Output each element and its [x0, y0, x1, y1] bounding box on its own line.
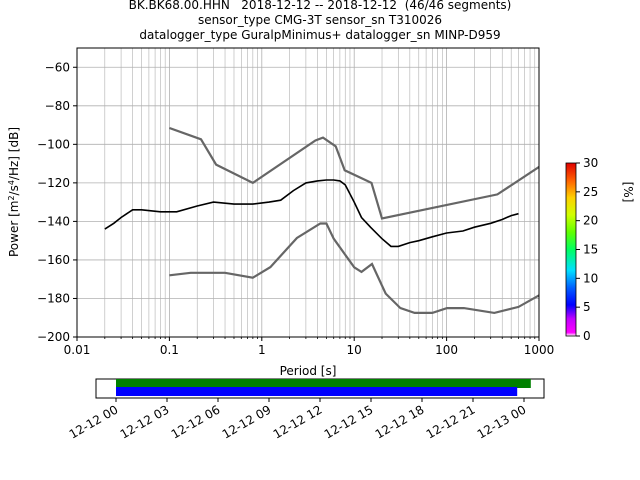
time-tick-label: 12-12 09 — [220, 402, 274, 441]
median-curve — [104, 179, 519, 248]
time-tick-label: 12-12 00 — [67, 402, 121, 441]
colorbar-tick-label: 15 — [583, 243, 598, 257]
colorbar-ticks: 0 5 10 15 20 25 30 — [576, 156, 598, 343]
coverage-bar — [116, 387, 518, 396]
x-tick-label: 10 — [347, 343, 362, 357]
low-noise-model-line — [169, 222, 539, 315]
x-axis: 0.01 0.1 1 10 100 1000 — [64, 337, 555, 357]
colorbar-tick-label: 10 — [583, 271, 598, 285]
colorbar-label: [%] — [621, 182, 635, 203]
colorbar-tick-label: 0 — [583, 329, 591, 343]
y-tick-label: −120 — [37, 176, 70, 190]
high-noise-model-line — [169, 126, 539, 220]
time-tick-label: 12-12 18 — [373, 402, 427, 441]
time-tick-label: 12-12 21 — [424, 402, 478, 441]
y-tick-label: −160 — [37, 253, 70, 267]
y-tick-label: −140 — [37, 214, 70, 228]
x-tick-label: 1 — [258, 343, 266, 357]
colorbar-tick-label: 20 — [583, 214, 598, 228]
y-tick-label: −80 — [45, 99, 70, 113]
title-line-1: BK.BK68.00.HHN 2018-12-12 -- 2018-12-12 … — [128, 0, 512, 12]
colorbar — [565, 162, 577, 337]
x-tick-label: 100 — [435, 343, 458, 357]
x-tick-label: 0.1 — [160, 343, 179, 357]
x-tick-label: 0.01 — [64, 343, 91, 357]
median-line — [104, 179, 519, 248]
y-tick-label: −100 — [37, 137, 70, 151]
time-tick-label: 12-12 15 — [322, 402, 376, 441]
y-axis: −200 −180 −160 −140 −120 −100 −80 −60 — [37, 60, 77, 344]
plot-frame — [76, 47, 540, 338]
colorbar-tick-label: 30 — [583, 156, 598, 170]
noise-models — [169, 126, 539, 315]
y-tick-label: −200 — [37, 330, 70, 344]
time-tick-label: 12-12 12 — [271, 402, 325, 441]
time-coverage-bars — [116, 379, 531, 396]
y-tick-label: −60 — [45, 60, 70, 74]
time-tick-label: 12-13 00 — [475, 402, 529, 441]
title-line-2: sensor_type CMG-3T sensor_sn T310026 — [197, 13, 443, 27]
title-line-3: datalogger_type GuralpMinimus+ datalogge… — [139, 28, 501, 42]
time-tick-label: 12-12 06 — [169, 402, 223, 441]
time-tick-label: 12-12 03 — [118, 402, 172, 441]
x-axis-label: Period [s] — [280, 364, 337, 378]
coverage-bar — [116, 379, 531, 388]
y-axis-label: Power [m2/s4/Hz] [dB] — [7, 127, 21, 257]
y-tick-label: −180 — [37, 291, 70, 305]
plot-grid — [76, 48, 539, 338]
x-tick-label: 1000 — [524, 343, 555, 357]
colorbar-tick-label: 5 — [583, 300, 591, 314]
colorbar-tick-label: 25 — [583, 185, 598, 199]
